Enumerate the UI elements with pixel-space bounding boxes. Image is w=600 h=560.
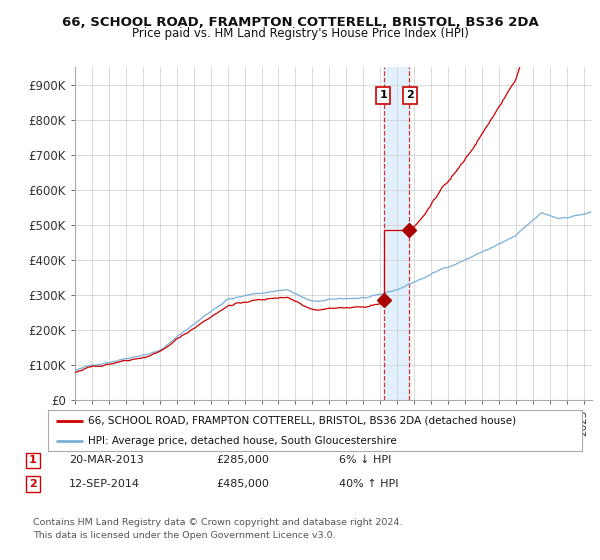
- Text: 1: 1: [29, 455, 37, 465]
- Text: HPI: Average price, detached house, South Gloucestershire: HPI: Average price, detached house, Sout…: [88, 436, 397, 446]
- Text: 2: 2: [29, 479, 37, 489]
- Text: £285,000: £285,000: [216, 455, 269, 465]
- Text: 66, SCHOOL ROAD, FRAMPTON COTTERELL, BRISTOL, BS36 2DA (detached house): 66, SCHOOL ROAD, FRAMPTON COTTERELL, BRI…: [88, 416, 516, 426]
- Text: Contains HM Land Registry data © Crown copyright and database right 2024.
This d: Contains HM Land Registry data © Crown c…: [33, 518, 403, 539]
- Text: Price paid vs. HM Land Registry's House Price Index (HPI): Price paid vs. HM Land Registry's House …: [131, 27, 469, 40]
- Text: 6% ↓ HPI: 6% ↓ HPI: [339, 455, 391, 465]
- Text: £485,000: £485,000: [216, 479, 269, 489]
- Text: 66, SCHOOL ROAD, FRAMPTON COTTERELL, BRISTOL, BS36 2DA: 66, SCHOOL ROAD, FRAMPTON COTTERELL, BRI…: [62, 16, 538, 29]
- Text: 12-SEP-2014: 12-SEP-2014: [69, 479, 140, 489]
- Text: 2: 2: [406, 90, 414, 100]
- Bar: [384, 67, 409, 400]
- Text: 40% ↑ HPI: 40% ↑ HPI: [339, 479, 398, 489]
- Text: 1: 1: [379, 90, 387, 100]
- Text: 20-MAR-2013: 20-MAR-2013: [69, 455, 144, 465]
